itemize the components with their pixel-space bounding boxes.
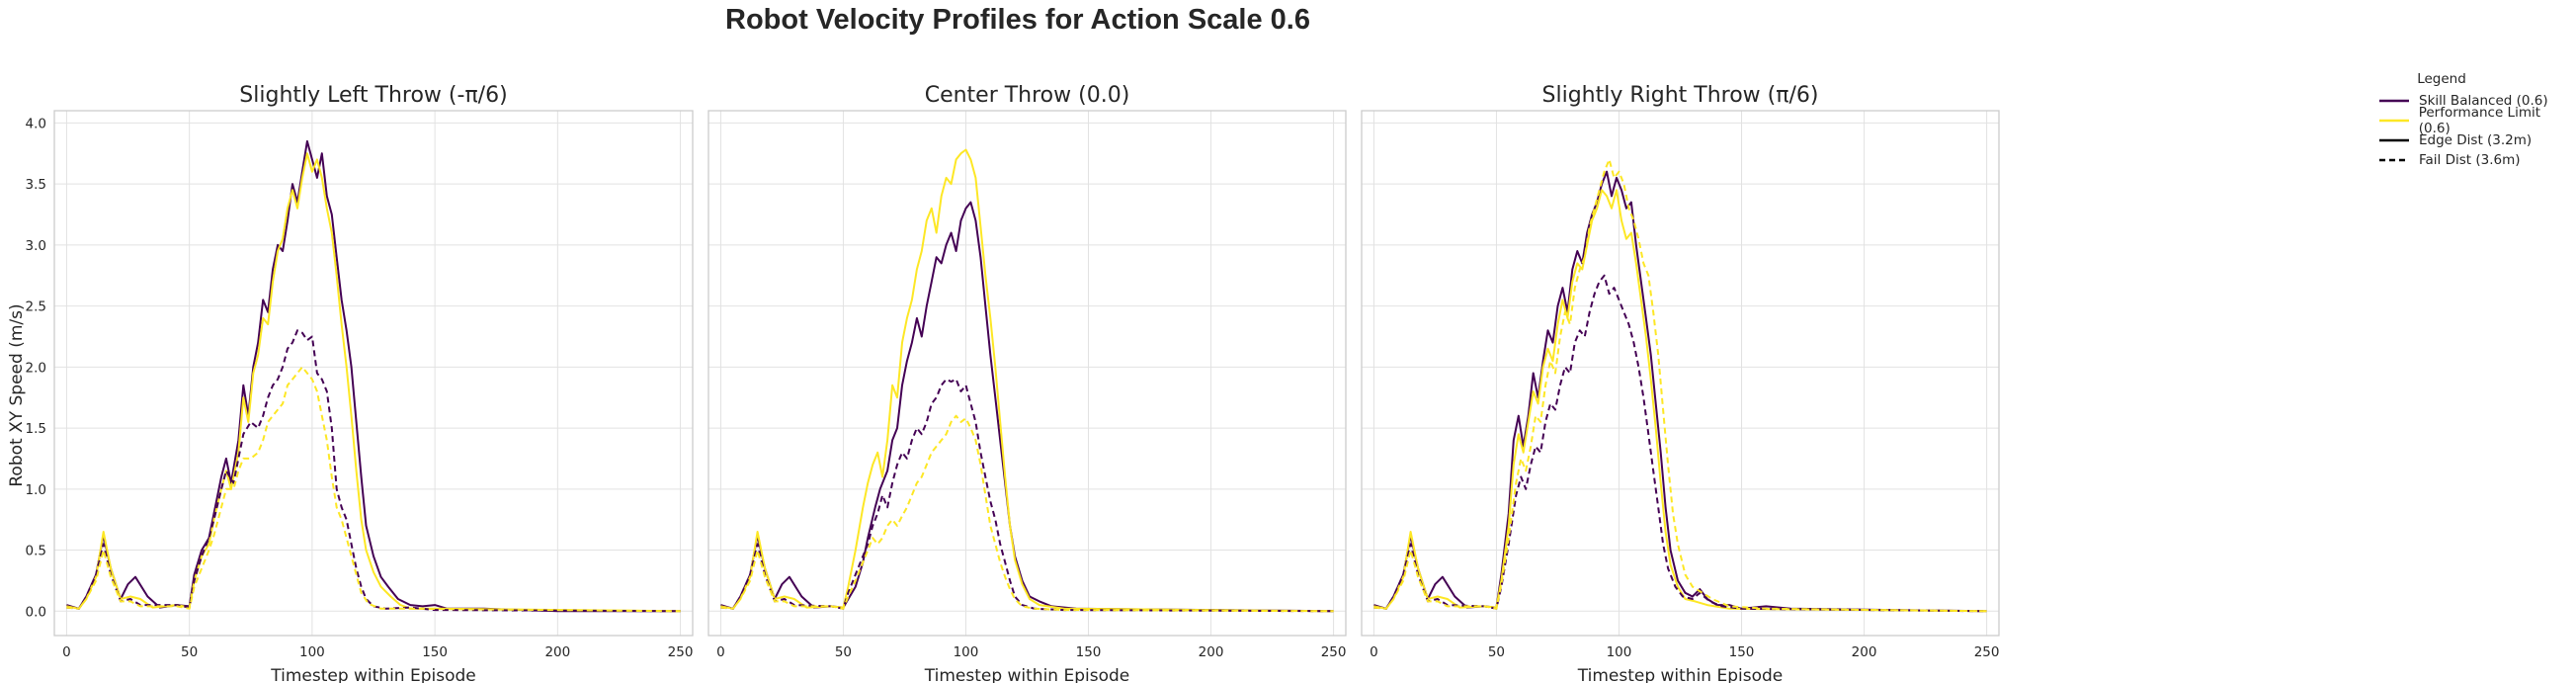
x-tick-label: 200 [544,644,570,660]
x-tick-label: 250 [668,644,694,660]
subplot-1: 0 50 100 150 200 250 0.0 0.5 1.0 1.5 2.0 2.5 3.0 3.5 4… [26,83,694,683]
y-axis-label: Robot XY Speed (m/s) [7,303,27,486]
subplot-2: 0 50 100 150 200 250 Center Throw (0.0) Timeste… [707,83,1347,683]
plot-frame [707,110,1347,637]
legend: Legend Skill Balanced (0.6) Performance L… [2377,71,2575,170]
legend-swatch [2379,138,2409,142]
legend-label: Edge Dist (3.2m) [2419,132,2533,148]
y-tick-label: 2.0 [26,360,46,376]
x-tick-label: 100 [1607,644,1632,660]
y-tick-label: 3.5 [26,177,46,193]
plot-frame [53,110,694,637]
x-tick-label: 50 [1488,644,1505,660]
x-tick-label: 150 [1729,644,1755,660]
subplot-title: Center Throw (0.0) [925,83,1130,108]
series-line-perf-solid [1373,189,1987,613]
x-tick-label: 50 [835,644,852,660]
legend-entry: Performance Limit (0.6) [2377,105,2575,136]
legend-swatch [2379,158,2409,162]
series-line-perf-dashed [720,414,1334,613]
y-tick-label: 4.0 [26,116,46,131]
series-line-skill-solid [1373,170,1987,613]
series-line-skill-solid [66,139,681,613]
x-axis-label: Timestep within Episode [924,666,1130,683]
series-line-skill-dashed [66,329,681,613]
series-line-perf-dashed [66,366,681,613]
legend-label: Performance Limit (0.6) [2418,105,2541,136]
legend-entry: Skill Balanced (0.6) [2377,91,2575,111]
series-line-perf-solid [720,148,1334,613]
plot-frame [1361,110,2000,637]
subplot-title: Slightly Right Throw (π/6) [1542,83,1819,108]
subplot-3: 0 50 100 150 200 250 Slightly Right Throw (π/6… [1361,83,2000,683]
x-tick-label: 150 [422,644,448,660]
x-tick-label: 200 [1199,644,1224,660]
y-tick-label: 2.5 [26,299,46,315]
series-line-perf-dashed [1373,158,1987,613]
legend-title: Legend [2417,71,2466,87]
x-tick-label: 50 [181,644,198,660]
y-tick-label: 0.0 [26,604,46,620]
x-axis-label: Timestep within Episode [270,666,476,683]
figure-title: Robot Velocity Profiles for Action Scale… [725,4,1310,36]
x-tick-label: 0 [1370,644,1378,660]
legend-entry: Edge Dist (3.2m) [2377,130,2575,150]
y-tick-label: 3.0 [26,238,46,254]
legend-label: Fail Dist (3.6m) [2419,152,2521,168]
x-tick-label: 0 [716,644,725,660]
x-tick-label: 100 [299,644,325,660]
y-tick-label: 0.5 [26,544,46,559]
x-tick-label: 200 [1852,644,1877,660]
x-tick-label: 250 [1974,644,2000,660]
x-tick-label: 150 [1076,644,1102,660]
x-tick-label: 0 [62,644,71,660]
x-tick-label: 100 [954,644,979,660]
y-tick-label: 1.0 [26,482,46,498]
y-tick-label: 1.5 [26,421,46,437]
legend-swatch [2379,99,2409,103]
series-line-skill-dashed [720,378,1334,613]
legend-label: Skill Balanced (0.6) [2419,93,2548,109]
x-axis-label: Timestep within Episode [1577,666,1784,683]
series-line-perf-solid [66,152,681,613]
legend-entry: Fail Dist (3.6m) [2377,150,2575,170]
legend-swatch [2379,119,2409,123]
subplot-title: Slightly Left Throw (-π/6) [239,83,507,108]
series-line-skill-dashed [1373,274,1987,613]
x-tick-label: 250 [1321,644,1347,660]
